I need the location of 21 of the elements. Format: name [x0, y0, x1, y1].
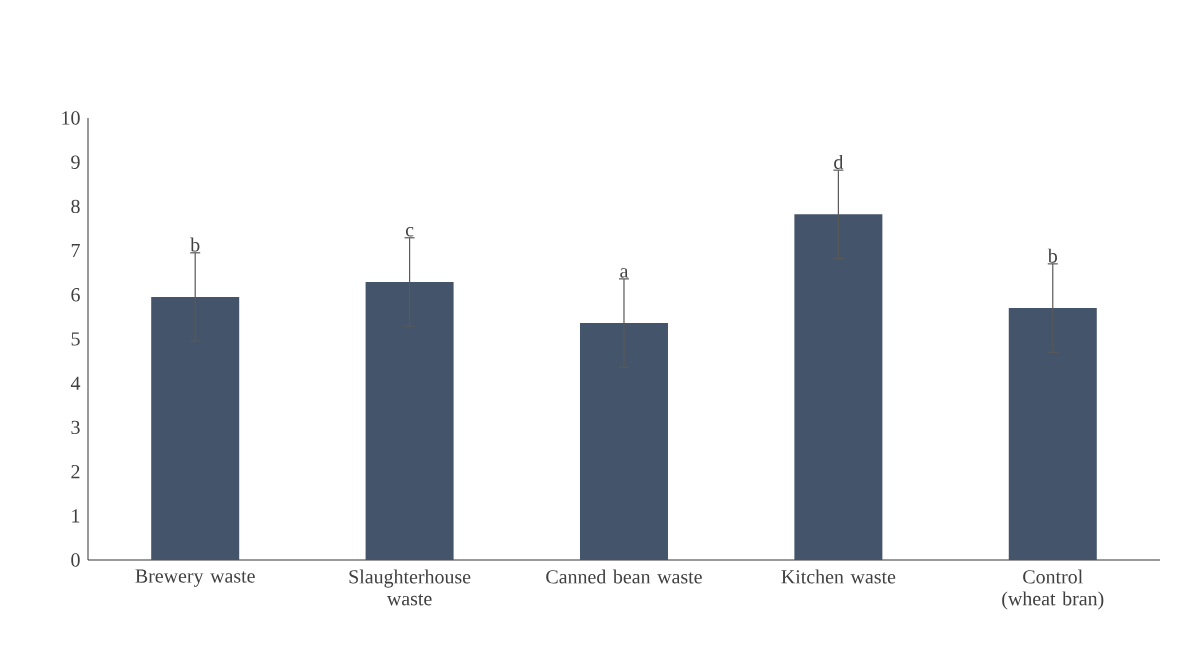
- y-tick-label: 0: [71, 553, 80, 567]
- x-tick-label: Control (wheat bran): [1002, 569, 1104, 610]
- y-tick-label: 10: [62, 111, 80, 125]
- annotation: a: [620, 268, 629, 278]
- y-tick-label: 1: [72, 509, 80, 523]
- x-tick-label: Kitchen waste: [781, 569, 896, 584]
- x-tick-label: Canned bean waste: [546, 569, 702, 584]
- annotation: d: [834, 154, 844, 169]
- y-tick-label: 2: [71, 465, 80, 479]
- y-tick-label: 9: [71, 155, 80, 169]
- annotation: c: [405, 226, 414, 237]
- x-tick-label: Slaughterhouse waste: [349, 569, 471, 606]
- x-tick-label: Brewery waste: [135, 569, 255, 587]
- y-tick-label: 3: [71, 420, 80, 435]
- annotation: b: [190, 237, 200, 252]
- y-tick-label: 8: [71, 199, 80, 214]
- y-tick-label: 6: [71, 288, 80, 302]
- y-tick-label: 7: [71, 244, 80, 258]
- y-tick-label: 4: [70, 376, 81, 390]
- y-tick-label: 5: [71, 332, 80, 346]
- annotation: b: [1047, 248, 1057, 263]
